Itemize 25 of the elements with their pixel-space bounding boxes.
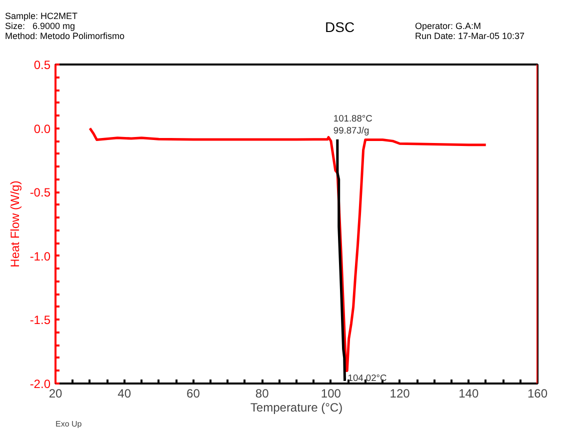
y-tick-label: 0.0: [34, 122, 51, 136]
x-tick-label: 20: [48, 386, 62, 400]
x-tick-label: 140: [458, 386, 479, 400]
text: Method: Metodo Polimorfismo: [5, 31, 125, 41]
text: Sample: HC2MET: [5, 11, 78, 21]
chart-title: DSC: [325, 18, 355, 37]
annotation: 101.88°C 99.87J/g: [333, 113, 373, 136]
x-tick-label: 40: [118, 386, 132, 400]
y-tick-label: 0.5: [34, 58, 51, 72]
x-axis-title: Temperature (°C): [250, 400, 343, 414]
y-tick-label: -1.0: [30, 249, 51, 264]
y-tick-label: -0.5: [30, 186, 51, 200]
text: Exo Up: [56, 420, 82, 428]
y-tick-label: -2.0: [30, 377, 51, 391]
text: Run Date: 17-Mar-05 10:37: [415, 31, 525, 41]
x-tick-label: 60: [186, 386, 200, 400]
x-tick-label: 160: [527, 386, 548, 400]
text: Size: 6.9000 mg: [5, 21, 76, 31]
x-tick-label: 100: [320, 386, 342, 400]
y-tick-label: -1.5: [30, 313, 51, 328]
text: Operator: G.A:M: [415, 21, 482, 31]
x-tick-label: 80: [255, 386, 270, 400]
x-tick-label: 120: [390, 386, 410, 400]
annotation: 104.02°C: [348, 372, 388, 383]
y-axis-title: Heat Flow (W/g): [8, 180, 22, 268]
